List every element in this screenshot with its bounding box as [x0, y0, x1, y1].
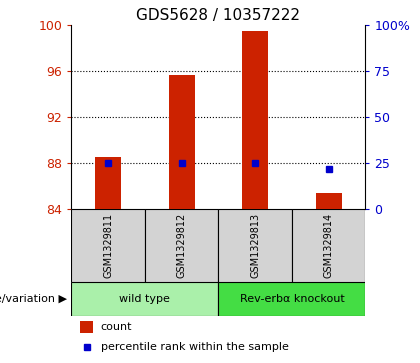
Text: percentile rank within the sample: percentile rank within the sample [101, 342, 289, 352]
Text: genotype/variation ▶: genotype/variation ▶ [0, 294, 67, 304]
Text: Rev-erbα knockout: Rev-erbα knockout [239, 294, 344, 304]
Bar [80, 321, 94, 333]
Bar [145, 209, 218, 282]
Bar [95, 157, 121, 209]
Bar [292, 209, 365, 282]
Text: GSM1329811: GSM1329811 [103, 213, 113, 278]
Bar [242, 31, 268, 209]
Bar [169, 75, 194, 209]
Bar [218, 209, 292, 282]
Title: GDS5628 / 10357222: GDS5628 / 10357222 [136, 8, 300, 23]
Text: GSM1329812: GSM1329812 [177, 213, 186, 278]
Text: GSM1329814: GSM1329814 [324, 213, 333, 278]
Bar [316, 193, 341, 209]
Text: count: count [101, 322, 132, 332]
Bar [218, 282, 365, 316]
Text: GSM1329813: GSM1329813 [250, 213, 260, 278]
Bar [71, 209, 145, 282]
Text: wild type: wild type [119, 294, 171, 304]
Bar [71, 282, 218, 316]
